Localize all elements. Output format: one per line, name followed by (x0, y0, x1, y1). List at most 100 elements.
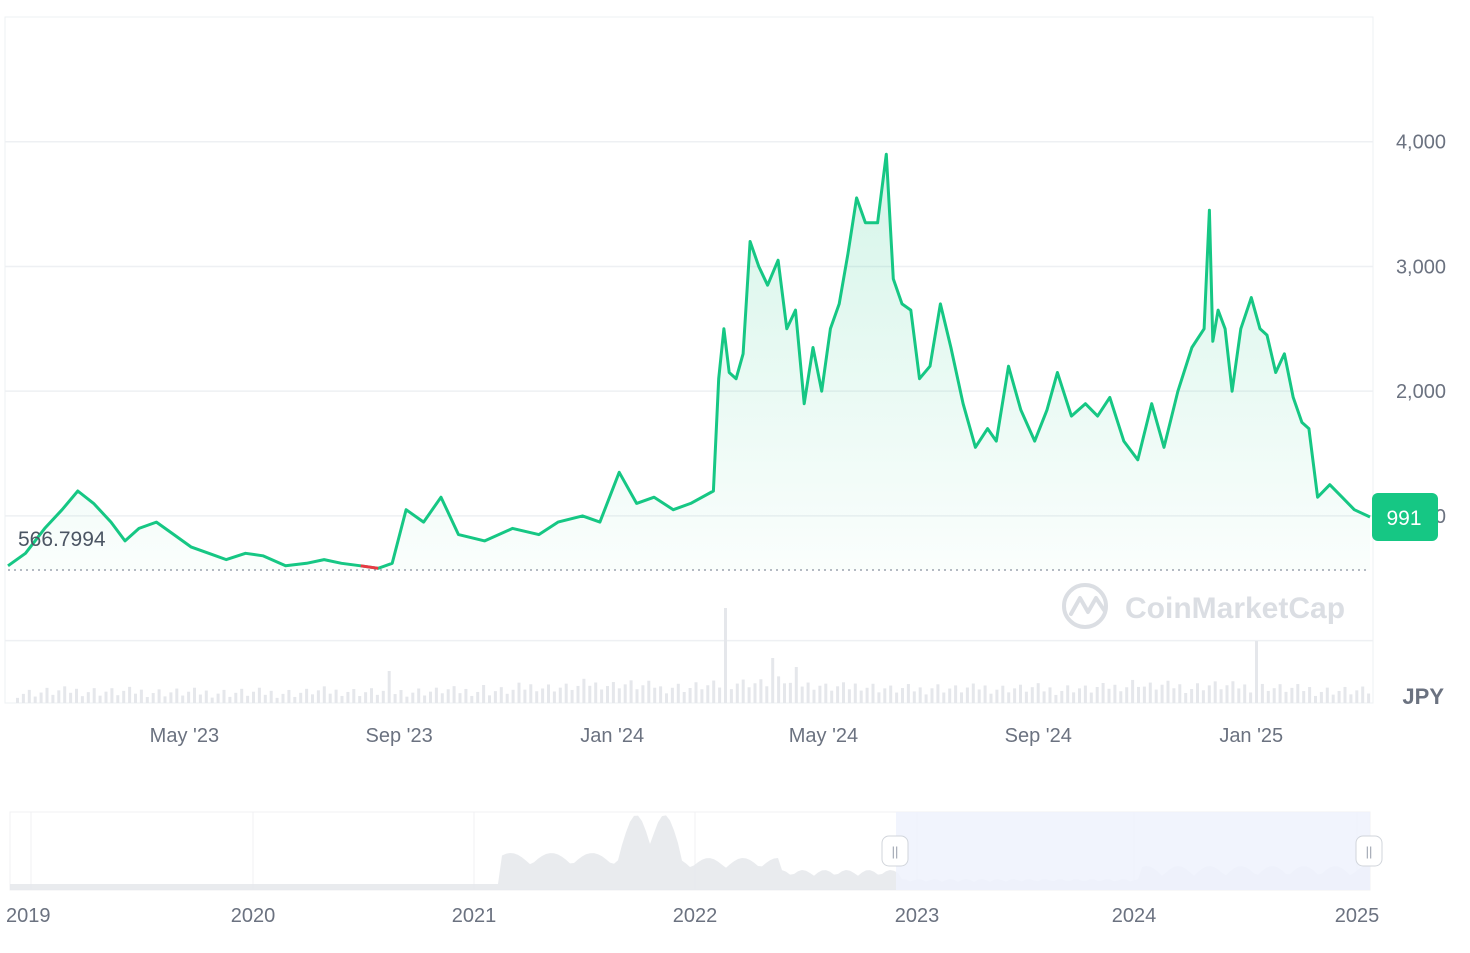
volume-bar (1278, 684, 1282, 703)
coinmarketcap-watermark: CoinMarketCap (1062, 583, 1345, 629)
volume-bar (765, 686, 769, 703)
navigator-right-handle-bg[interactable] (1355, 835, 1383, 867)
current-price-badge: 991 (1372, 493, 1438, 542)
volume-bar (198, 694, 202, 703)
volume-bar (623, 684, 627, 703)
coinmarketcap-logo-icon (1062, 583, 1108, 629)
volume-bar (877, 692, 881, 703)
volume-bar (45, 687, 49, 703)
volume-bar (771, 658, 775, 703)
volume-bar (1260, 683, 1264, 703)
x-axis-ticks: May '23 Sep '23 Jan '24 May '24 Sep '24 Jan '… (150, 725, 1284, 747)
volume-bar (1266, 690, 1270, 703)
volume-bar (1178, 684, 1182, 703)
volume-bar (305, 688, 309, 703)
volume-bar (393, 694, 397, 703)
volume-bar (1072, 692, 1076, 703)
navigator-left-handle-bg[interactable] (881, 835, 909, 867)
volume-bar (98, 695, 102, 703)
x-tick-label: Sep '23 (366, 725, 433, 747)
volume-bar (1083, 685, 1087, 703)
volume-bar (488, 695, 491, 703)
volume-bar (1219, 689, 1223, 703)
volume-bar (582, 678, 586, 703)
navigator-selection[interactable] (896, 812, 1370, 890)
volume-bar (1213, 681, 1217, 703)
volume-bar (977, 689, 981, 703)
volume-bar (1201, 690, 1205, 703)
volume-bar (381, 690, 385, 703)
volume-bar (1042, 691, 1046, 703)
volume-bar (399, 690, 403, 703)
volume-bar (1255, 641, 1258, 703)
volume-bar (1013, 688, 1017, 703)
volume-bar (712, 680, 716, 703)
volume-bar (606, 686, 609, 703)
volume-bar (1308, 687, 1312, 703)
volume-bar (275, 697, 279, 703)
navigator-year-label: 2022 (673, 905, 718, 927)
volume-bar (641, 685, 645, 703)
volume-bar (470, 695, 474, 703)
volume-bar (889, 685, 893, 703)
volume-bar (493, 691, 497, 703)
volume-bar (482, 685, 486, 703)
volume-bar (741, 679, 745, 703)
volume-bar (1107, 688, 1111, 703)
volume-bar (1349, 694, 1353, 703)
volume-bar (151, 693, 155, 703)
volume-bar (476, 691, 480, 703)
volume-bar (653, 687, 657, 703)
volume-bar (936, 684, 940, 703)
volume-bar (434, 687, 438, 703)
navigator[interactable]: || || 2019 2020 2021 2022 2023 2024 2025 (6, 811, 1383, 927)
volume-bar (1284, 691, 1288, 703)
volume-bar (1337, 690, 1341, 703)
volume-bar (824, 683, 828, 703)
volume-bar (718, 687, 722, 703)
volume-bar (759, 679, 763, 703)
price-line-below-baseline (360, 564, 379, 570)
volume-bar (334, 689, 338, 703)
volume-bar (1296, 684, 1300, 703)
volume-bar (27, 689, 31, 703)
volume-bar (1030, 687, 1034, 703)
volume-bar (594, 682, 598, 703)
volume-bar (1054, 694, 1058, 703)
volume-bar (92, 688, 96, 703)
volume-bar (688, 688, 692, 703)
coinmarketcap-logo-wave (1069, 596, 1106, 616)
volume-bar (311, 694, 314, 703)
volume-bar (564, 683, 568, 703)
volume-bar (830, 690, 834, 703)
volume-bar (39, 692, 43, 703)
volume-bar (375, 694, 379, 703)
volume-bar (906, 684, 910, 703)
volume-bar (1131, 679, 1135, 703)
volume-bar (175, 688, 179, 703)
volume-bar (924, 694, 928, 703)
volume-bar (729, 689, 733, 703)
navigator-year-label: 2025 (1335, 905, 1380, 927)
volume-bar (322, 686, 326, 703)
volume-bar (1078, 688, 1081, 703)
volume-bar (287, 689, 291, 703)
volume-bar (411, 692, 415, 703)
volume-bar (446, 689, 450, 703)
volume-bar (847, 689, 851, 703)
volume-bar (1207, 685, 1211, 703)
volume-bar (187, 691, 191, 703)
navigator-left-handle[interactable]: || (881, 835, 909, 867)
volume-bar (33, 696, 37, 703)
volume-bar (316, 690, 320, 703)
left-handle-grip-icon: || (892, 844, 899, 859)
volume-bar (948, 688, 952, 703)
volume-bar (570, 689, 574, 703)
volume-bar (517, 682, 521, 703)
volume-bar (960, 692, 963, 703)
volume-bar (1137, 686, 1140, 703)
volume-bar (145, 697, 149, 703)
navigator-right-handle[interactable]: || (1355, 835, 1383, 867)
volume-bar (1196, 683, 1199, 703)
